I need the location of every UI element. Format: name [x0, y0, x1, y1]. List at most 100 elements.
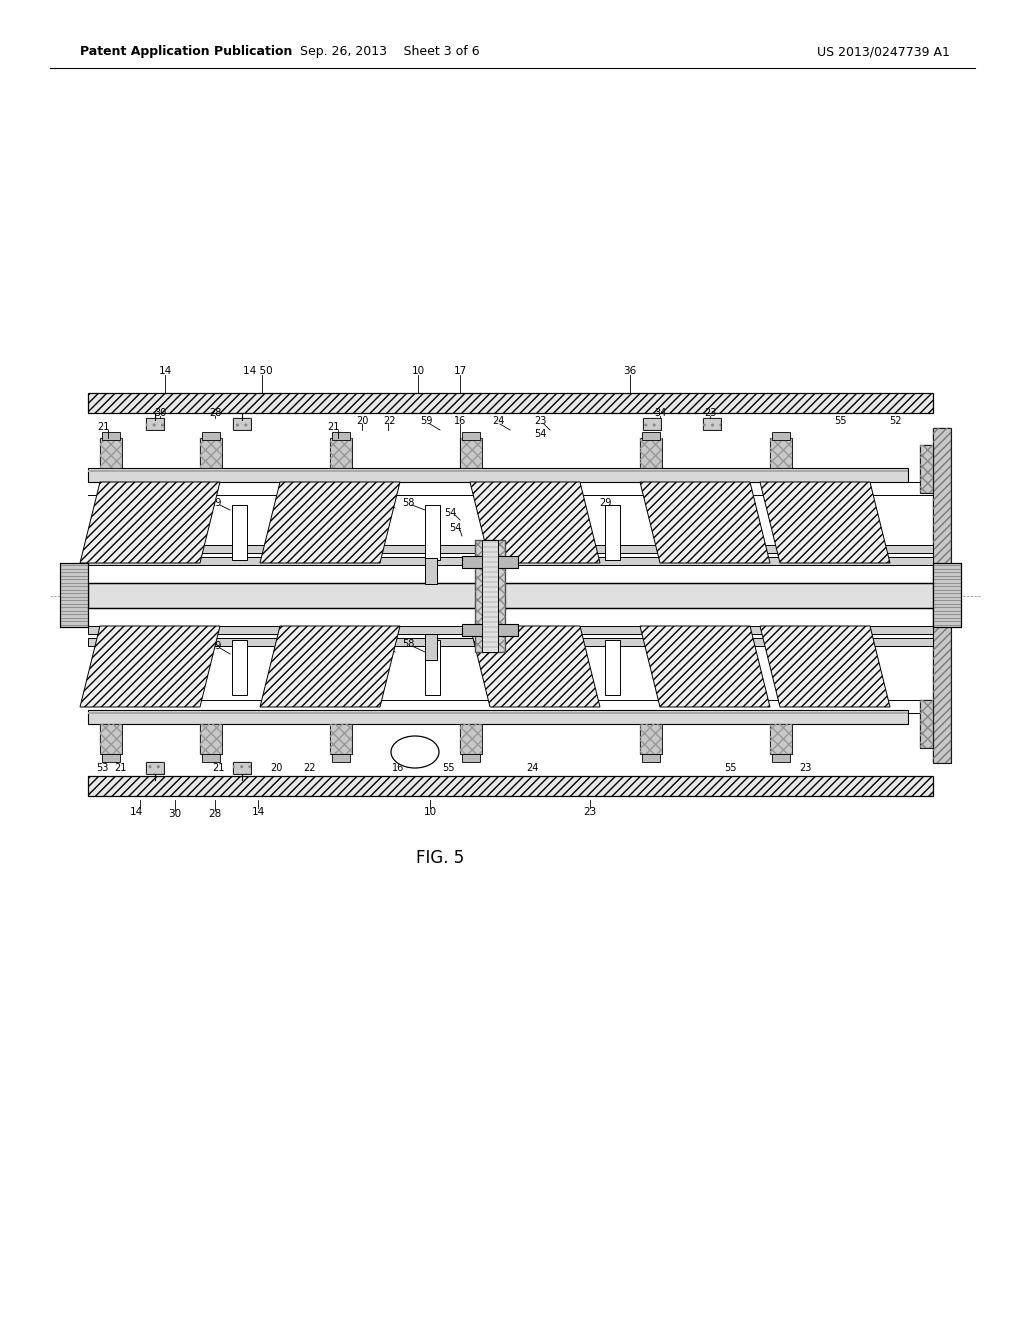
Bar [425, 558, 437, 583]
Bar [770, 438, 792, 469]
Bar [88, 583, 933, 609]
Bar [425, 640, 440, 696]
Text: 24: 24 [492, 416, 504, 426]
Bar [100, 438, 122, 469]
Bar [640, 723, 662, 754]
Text: 21: 21 [97, 422, 110, 432]
Bar [460, 723, 482, 754]
Text: 53: 53 [374, 639, 386, 649]
Text: 21: 21 [212, 763, 224, 774]
Bar [642, 754, 660, 762]
Bar [605, 640, 620, 696]
Text: 29: 29 [209, 498, 221, 508]
Bar [920, 445, 933, 492]
Bar [332, 432, 350, 440]
Text: 52: 52 [889, 416, 901, 426]
Text: 16: 16 [454, 416, 466, 426]
Text: 16: 16 [392, 763, 404, 774]
Text: 23: 23 [799, 763, 811, 774]
Bar [920, 445, 933, 492]
Bar [88, 393, 933, 413]
Bar [462, 432, 480, 440]
Bar [460, 723, 482, 754]
Text: 17: 17 [454, 366, 467, 376]
Bar [200, 723, 222, 754]
Bar [88, 469, 908, 482]
Text: 58: 58 [401, 498, 414, 508]
Bar [425, 634, 437, 660]
Bar [332, 754, 350, 762]
Bar [425, 506, 440, 560]
Text: 29: 29 [599, 498, 611, 508]
Bar [102, 432, 120, 440]
Text: 55: 55 [724, 763, 736, 774]
Bar [232, 506, 247, 560]
Text: 28: 28 [208, 809, 221, 818]
Bar [233, 762, 251, 774]
Bar [643, 418, 662, 430]
Bar [330, 723, 352, 754]
Text: 53: 53 [374, 495, 386, 506]
Bar [770, 723, 792, 754]
Text: Sep. 26, 2013  Sheet 3 of 6: Sep. 26, 2013 Sheet 3 of 6 [300, 45, 480, 58]
Bar [642, 432, 660, 440]
Bar [640, 438, 662, 469]
Bar [460, 438, 482, 469]
Bar [233, 762, 251, 774]
Text: 29: 29 [209, 642, 221, 651]
Text: 34: 34 [654, 408, 667, 418]
Bar [933, 564, 961, 627]
Bar [60, 564, 88, 627]
Text: 53: 53 [96, 763, 109, 774]
Polygon shape [80, 626, 220, 708]
Polygon shape [260, 482, 400, 564]
Bar [462, 624, 518, 636]
Bar [100, 723, 122, 754]
Polygon shape [760, 482, 890, 564]
Text: 23: 23 [703, 408, 716, 418]
Text: 20: 20 [355, 416, 369, 426]
Bar [640, 723, 662, 754]
Text: 14: 14 [159, 366, 172, 376]
Bar [200, 723, 222, 754]
Bar [146, 762, 164, 774]
Bar [772, 432, 790, 440]
Bar [88, 710, 908, 723]
Bar [88, 626, 933, 634]
Bar [770, 723, 792, 754]
Text: 10: 10 [412, 366, 425, 376]
Text: 21: 21 [114, 763, 126, 774]
Text: 22: 22 [304, 763, 316, 774]
Bar [88, 711, 908, 714]
Polygon shape [470, 482, 600, 564]
Text: Patent Application Publication: Patent Application Publication [80, 45, 293, 58]
Bar [88, 470, 908, 473]
Bar [920, 700, 933, 748]
Bar [200, 438, 222, 469]
Text: 30: 30 [154, 408, 166, 418]
Text: 14 50: 14 50 [243, 366, 272, 376]
Polygon shape [640, 482, 770, 564]
Text: 55: 55 [441, 763, 455, 774]
Text: 10: 10 [424, 807, 436, 817]
Text: 54: 54 [534, 429, 546, 440]
Bar [100, 438, 122, 469]
Text: 55: 55 [834, 416, 846, 426]
Text: 36: 36 [624, 366, 637, 376]
Polygon shape [80, 482, 220, 564]
Text: 14: 14 [251, 807, 264, 817]
Bar [330, 438, 352, 469]
Bar [102, 754, 120, 762]
Bar [88, 638, 933, 645]
Bar [100, 723, 122, 754]
Text: 58: 58 [401, 639, 414, 649]
Bar [146, 418, 164, 430]
Bar [200, 438, 222, 469]
Bar [202, 754, 220, 762]
Bar [462, 754, 480, 762]
Bar [233, 418, 251, 430]
Bar [462, 556, 518, 568]
Ellipse shape [391, 737, 439, 768]
Polygon shape [470, 626, 600, 708]
Bar [605, 506, 620, 560]
